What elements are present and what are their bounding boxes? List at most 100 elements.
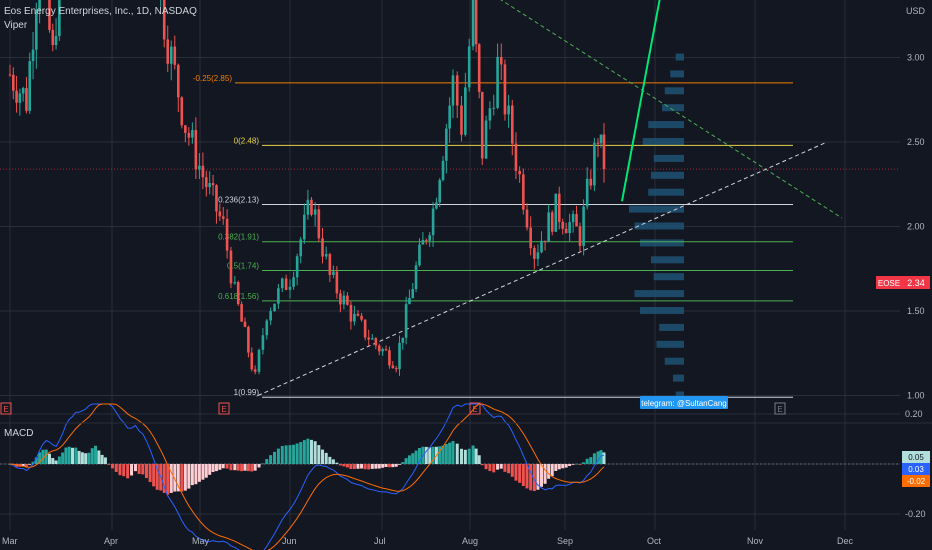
candle-body (394, 368, 398, 370)
candle-body (467, 46, 471, 88)
candle-body (306, 199, 310, 215)
macd-histogram-bar (411, 453, 415, 464)
svg-text:E: E (221, 405, 226, 414)
candle-body (593, 142, 596, 186)
macd-histogram-bar (417, 447, 421, 464)
candle-body (201, 165, 205, 178)
macd-histogram-bar (387, 464, 391, 468)
macd-histogram-bar (377, 464, 381, 469)
macd-histogram-bar (484, 464, 488, 470)
time-tick-label: Mar (2, 536, 18, 546)
time-tick-label: Sep (557, 536, 573, 546)
macd-histogram-bar (137, 464, 141, 474)
macd-histogram-bar (107, 464, 111, 465)
volume-profile-bar (664, 87, 684, 95)
candle-body (401, 337, 405, 343)
candle-body (277, 288, 280, 304)
candle-body (21, 88, 25, 94)
candle-body (295, 256, 299, 278)
macd-histogram-bar (529, 464, 533, 491)
volume-profile-bar (642, 138, 684, 145)
earnings-marker[interactable]: E (469, 402, 481, 415)
macd-histogram-bar (547, 464, 551, 479)
candle-body (303, 214, 306, 240)
candle-body (514, 143, 518, 171)
candle-body (221, 216, 225, 219)
macd-histogram-bar (328, 456, 332, 464)
candle-body (564, 228, 568, 234)
macd-histogram-bar (87, 452, 91, 464)
macd-histogram-bar (250, 464, 254, 472)
earnings-marker[interactable]: E (0, 402, 12, 415)
svg-text:E: E (777, 405, 782, 414)
macd-histogram-bar (550, 464, 554, 477)
macd-histogram-bar (342, 464, 346, 467)
candle-body (435, 202, 438, 209)
earnings-marker[interactable]: E (218, 402, 230, 415)
macd-histogram-bar (47, 453, 51, 464)
macd-histogram-bar (133, 464, 137, 472)
macd-histogram-bar (169, 464, 173, 493)
candle-body (589, 178, 593, 186)
time-tick-label: Nov (747, 536, 764, 546)
macd-histogram-bar (141, 464, 145, 475)
macd-tick-label: 0.20 (905, 409, 923, 419)
macd-histogram-bar (265, 459, 269, 464)
macd-value-badges: 0.05 0.03 -0.02 (902, 451, 930, 487)
macd-histogram-bar (480, 464, 484, 466)
grid (0, 0, 900, 530)
candle-body (273, 303, 276, 312)
candle-body (280, 278, 284, 289)
candle-body (533, 248, 536, 259)
candle-body (471, 0, 475, 47)
macd-histogram-bar (438, 446, 442, 464)
macd-histogram-bar (44, 449, 48, 464)
macd-histogram-bar (335, 462, 339, 464)
macd-histogram-bar (173, 464, 177, 492)
macd-histogram-bar (233, 464, 237, 471)
candle-body (229, 250, 233, 284)
macd-histogram-bar (451, 441, 455, 464)
candle-body (346, 295, 349, 305)
macd-histogram-bar (474, 448, 478, 464)
price-tick-label: 1.50 (907, 306, 925, 316)
macd-histogram-bar (554, 464, 558, 471)
uptrend-line (257, 141, 828, 396)
earnings-marker[interactable]: E (774, 402, 786, 415)
macd-histogram-bar (488, 464, 492, 472)
candle-body (602, 134, 606, 170)
macd-histogram-bar (345, 464, 349, 468)
macd-histogram-bar (324, 452, 328, 464)
macd-histogram-bar (401, 462, 405, 464)
candle-body (265, 320, 269, 336)
candle-body (540, 240, 543, 253)
candle-body (547, 212, 550, 242)
macd-histogram-bar (557, 464, 561, 470)
price-tick-label: 2.00 (907, 222, 925, 232)
fib-label: 0.382(1.91) (218, 233, 259, 242)
macd-histogram-bar (589, 457, 593, 464)
candle-body (451, 75, 455, 106)
macd-histogram-bar (292, 444, 296, 464)
volume-profile-bar (653, 154, 684, 162)
candle-body (518, 170, 521, 175)
candle-body (363, 319, 367, 338)
candle-body (335, 271, 339, 294)
macd-histogram-bar (21, 464, 25, 467)
macd-histogram-bar (455, 443, 459, 464)
macd-histogram-bar (444, 444, 448, 464)
candle-body (247, 326, 250, 353)
candle-body (492, 107, 496, 109)
candle-body (474, 0, 478, 45)
candle-body (550, 212, 554, 232)
candle-body (596, 142, 600, 144)
earnings-markers[interactable]: E E E E (0, 402, 786, 415)
candle-body (404, 304, 408, 338)
macd-histogram-bar (463, 449, 467, 464)
macd-histogram-bar (221, 464, 225, 469)
macd-histogram-bar (204, 464, 208, 478)
macd-histogram-bar (243, 464, 247, 471)
candle-body (310, 199, 313, 215)
candle-body (568, 222, 571, 234)
